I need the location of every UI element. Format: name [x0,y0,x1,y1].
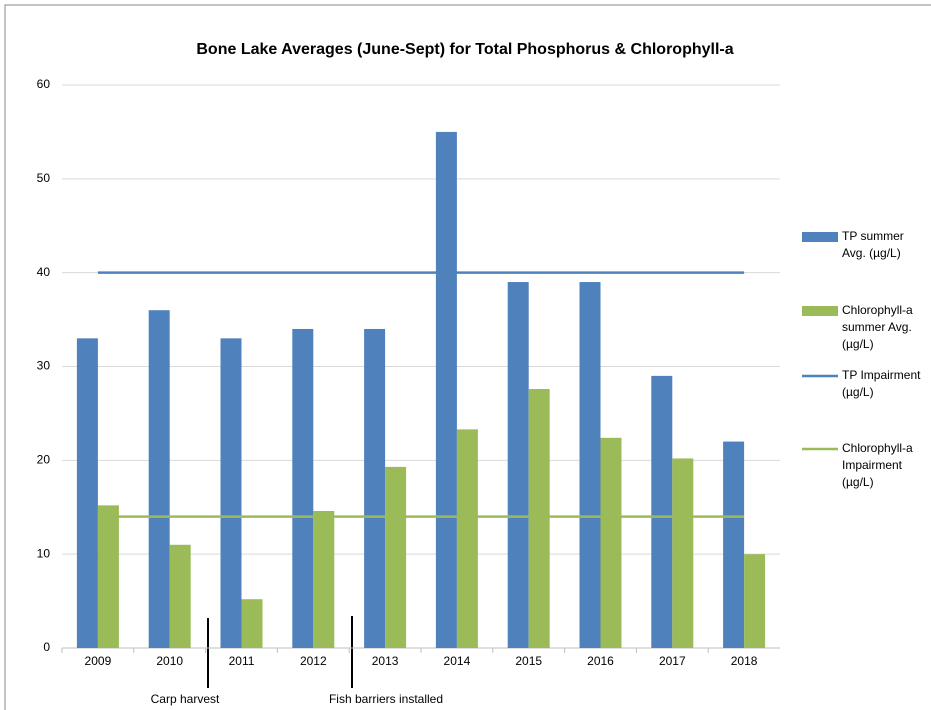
bar [651,375,673,648]
bar [579,282,601,648]
legend-label: TP Impairment (µg/L) [842,368,921,399]
x-tick-label: 2011 [229,654,255,668]
bar [241,599,263,648]
x-tick-label: 2012 [300,654,327,668]
y-tick-label: 30 [37,359,51,373]
y-tick-label: 0 [43,640,50,654]
bar [672,458,694,648]
bar [507,282,529,648]
legend-label: Chlorophyll-a summer Avg. (µg/L) [842,303,913,351]
bar [220,338,242,648]
x-tick-label: 2017 [659,654,686,668]
bar [313,511,335,648]
bar [723,441,745,648]
x-tick-label: 2013 [372,654,399,668]
bar [97,505,119,648]
y-tick-label: 10 [37,546,51,560]
legend-label: Chlorophyll-a Impairment (µg/L) [842,441,913,489]
bar [600,437,622,648]
bar [744,554,766,648]
bar [292,328,314,648]
chart-title: Bone Lake Averages (June-Sept) for Total… [196,41,733,58]
bar [364,328,386,648]
annotation: Fish barriers installed [329,692,443,706]
legend-label: TP summer Avg. (µg/L) [842,229,904,260]
chart-frame [4,4,931,710]
bar [76,338,98,648]
bar [169,544,191,648]
bar [385,466,407,648]
legend-swatch [802,232,838,242]
bar [148,310,170,648]
x-tick-label: 2009 [85,654,112,668]
legend-swatch [802,306,838,316]
x-tick-label: 2014 [444,654,471,668]
bar [435,131,457,648]
bar [456,429,478,648]
x-tick-label: 2018 [731,654,758,668]
y-tick-label: 50 [37,171,51,185]
x-tick-label: 2016 [587,654,614,668]
bar [528,389,550,648]
x-tick-label: 2010 [156,654,183,668]
annotation: Carp harvest [151,692,220,706]
x-tick-label: 2015 [515,654,542,668]
y-tick-label: 40 [37,265,51,279]
y-tick-label: 60 [37,77,51,91]
y-tick-label: 20 [37,453,51,467]
